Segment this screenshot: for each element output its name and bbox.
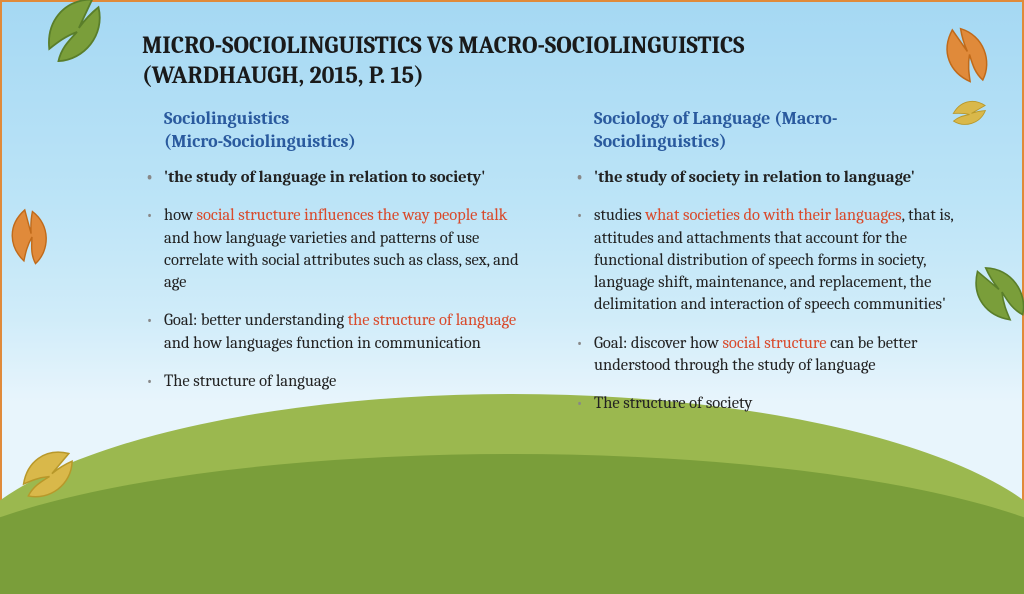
left-column: Sociolinguistics (Micro-Sociolinguistics… — [142, 108, 532, 431]
list-item: how social structure influences the way … — [142, 205, 532, 294]
slide-content: MICRO-SOCIOLINGUISTICS VS MACRO-SOCIOLIN… — [2, 2, 1022, 431]
left-heading: Sociolinguistics (Micro-Sociolinguistics… — [142, 108, 532, 153]
title-line-1: MICRO-SOCIOLINGUISTICS VS MACRO-SOCIOLIN… — [142, 31, 744, 59]
list-item: 'the study of society in relation to lan… — [572, 167, 962, 189]
right-list: 'the study of society in relation to lan… — [572, 167, 962, 415]
heading-text: Sociology of Language (Macro- — [594, 108, 837, 129]
right-heading: Sociology of Language (Macro- Sociolingu… — [572, 108, 962, 153]
list-item: The structure of society — [572, 393, 962, 415]
title-line-2: (WARDHAUGH, 2015, P. 15) — [142, 61, 424, 89]
text: and how languages function in communicat… — [164, 334, 481, 353]
highlight-text: what societies do with their languages — [645, 206, 901, 225]
highlight-text: social structure — [722, 334, 826, 353]
text: studies — [594, 206, 645, 225]
text: how — [164, 206, 197, 225]
right-column: Sociology of Language (Macro- Sociolingu… — [572, 108, 962, 431]
slide-title: MICRO-SOCIOLINGUISTICS VS MACRO-SOCIOLIN… — [142, 30, 962, 90]
list-item: 'the study of language in relation to so… — [142, 167, 532, 189]
text: Goal: better understanding — [164, 311, 348, 330]
highlight-text: social structure influences the way peop… — [197, 206, 508, 225]
highlight-text: the structure of language — [348, 311, 516, 330]
text: and how language varieties and patterns … — [164, 229, 519, 293]
list-item: The structure of language — [142, 371, 532, 393]
heading-text: Sociolinguistics) — [594, 131, 727, 152]
left-list: 'the study of language in relation to so… — [142, 167, 532, 393]
text: Goal: discover how — [594, 334, 722, 353]
heading-text: Sociolinguistics — [164, 108, 289, 129]
heading-text: (Micro-Sociolinguistics) — [164, 131, 356, 152]
list-item: Goal: better understanding the structure… — [142, 310, 532, 355]
columns: Sociolinguistics (Micro-Sociolinguistics… — [142, 108, 962, 431]
list-item: Goal: discover how social structure can … — [572, 333, 962, 378]
list-item: studies what societies do with their lan… — [572, 205, 962, 316]
